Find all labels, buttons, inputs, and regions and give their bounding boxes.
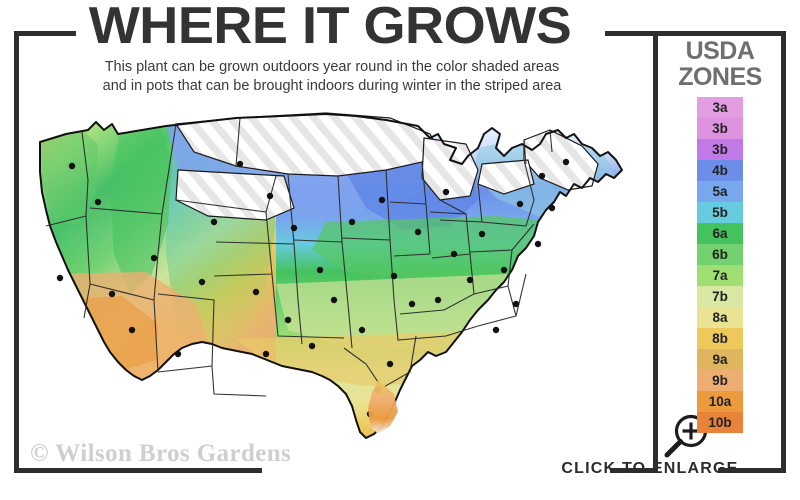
florida-warm-zone	[368, 380, 398, 434]
page-title: WHERE IT GROWS	[88, 0, 572, 55]
legend-frame-top	[658, 31, 786, 36]
usda-zones-panel: USDA ZONES 3a 3b 3b 4b 5a 5b 6a 6b 7a 7b 8a 8b 9a 9b 1…	[658, 36, 782, 466]
zone-swatch-10a-14: 10a	[697, 391, 743, 412]
zone-swatch-8b-11: 8b	[697, 328, 743, 349]
zone-swatch-7b-9: 7b	[697, 286, 743, 307]
state-boundaries	[45, 117, 569, 397]
zone-swatch-3b-2: 3b	[697, 139, 743, 160]
frame-left-edge	[14, 31, 19, 473]
enlarge-label[interactable]: CLICK TO ENLARGE	[561, 460, 739, 477]
zone-swatch-4b-3: 4b	[697, 160, 743, 181]
frame-right-edge	[653, 31, 658, 473]
striped-overwinter-region	[174, 112, 599, 221]
legend-frame-right	[781, 31, 786, 473]
zone-swatch-6b-7: 6b	[697, 244, 743, 265]
zone-swatch-5a-4: 5a	[697, 181, 743, 202]
zone-swatch-6a-6: 6a	[697, 223, 743, 244]
zone-swatch-7a-8: 7a	[697, 265, 743, 286]
legend-frame-bottom	[718, 468, 786, 473]
zone-swatch-8a-10: 8a	[697, 307, 743, 328]
zone-swatch-9b-13: 9b	[697, 370, 743, 391]
frame-bottom-left-segment	[14, 468, 262, 473]
frame-top-right-segment	[605, 31, 658, 36]
zone-swatch-10b-15: 10b	[697, 412, 743, 433]
frame-top-left-segment	[14, 31, 76, 36]
frame-bottom-right-segment	[610, 468, 658, 473]
zone-swatch-5b-5: 5b	[697, 202, 743, 223]
usda-zones-swatch-list: 3a 3b 3b 4b 5a 5b 6a 6b 7a 7b 8a 8b 9a 9b 10a 10b	[697, 97, 743, 433]
zone-swatch-3b-1: 3b	[697, 118, 743, 139]
zone-swatch-3a-0: 3a	[697, 97, 743, 118]
hardiness-zone-map[interactable]	[26, 104, 646, 454]
country-outline	[39, 113, 623, 439]
usda-zones-title: USDA ZONES	[678, 37, 762, 91]
zone-swatch-9a-12: 9a	[697, 349, 743, 370]
subtitle-text: This plant can be grown outdoors year ro…	[102, 59, 562, 94]
watermark-copyright: © Wilson Bros Gardens	[30, 440, 292, 467]
